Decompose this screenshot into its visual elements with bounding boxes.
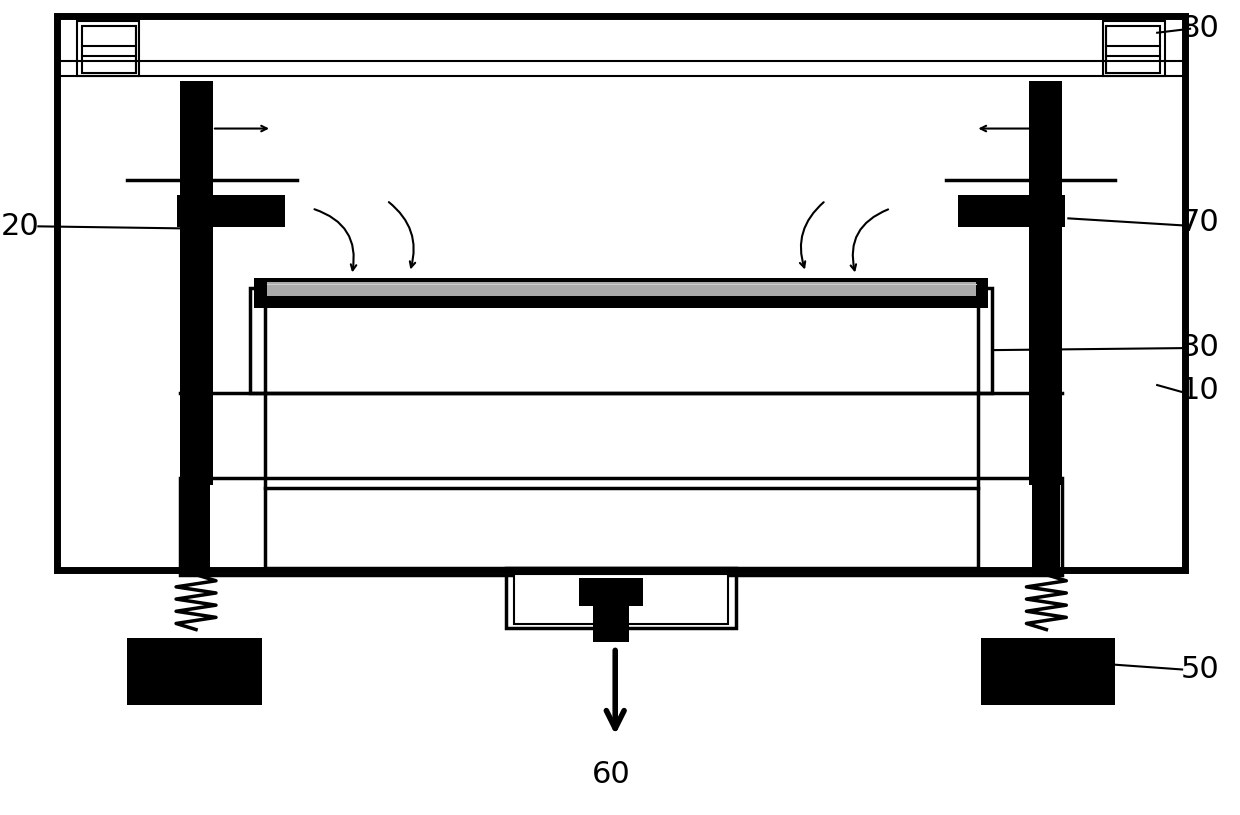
Bar xyxy=(82,26,136,73)
Bar xyxy=(981,637,1115,706)
Bar xyxy=(254,278,988,308)
Bar xyxy=(77,20,139,76)
Bar xyxy=(180,478,1063,575)
Bar xyxy=(1106,26,1161,73)
Bar xyxy=(506,568,737,628)
Text: 20: 20 xyxy=(1,212,40,241)
Bar xyxy=(250,289,992,393)
Bar xyxy=(579,578,644,606)
Bar xyxy=(957,196,1065,227)
Bar xyxy=(177,196,285,227)
Bar xyxy=(57,15,1185,570)
Bar xyxy=(265,295,977,393)
Bar xyxy=(128,637,262,706)
Bar xyxy=(1029,81,1063,485)
Bar xyxy=(593,606,629,641)
Bar xyxy=(515,574,728,623)
Bar xyxy=(180,81,213,485)
Text: 70: 70 xyxy=(1180,208,1219,237)
Bar xyxy=(267,282,976,296)
Bar xyxy=(1033,482,1060,575)
Bar xyxy=(265,488,977,568)
Text: 10: 10 xyxy=(1180,376,1219,404)
Bar xyxy=(515,574,728,623)
Text: 50: 50 xyxy=(1180,655,1219,684)
Text: 80: 80 xyxy=(1180,14,1219,43)
Bar xyxy=(1104,20,1166,76)
Text: 60: 60 xyxy=(591,760,631,789)
Text: 30: 30 xyxy=(1180,333,1219,362)
Bar xyxy=(182,482,210,575)
